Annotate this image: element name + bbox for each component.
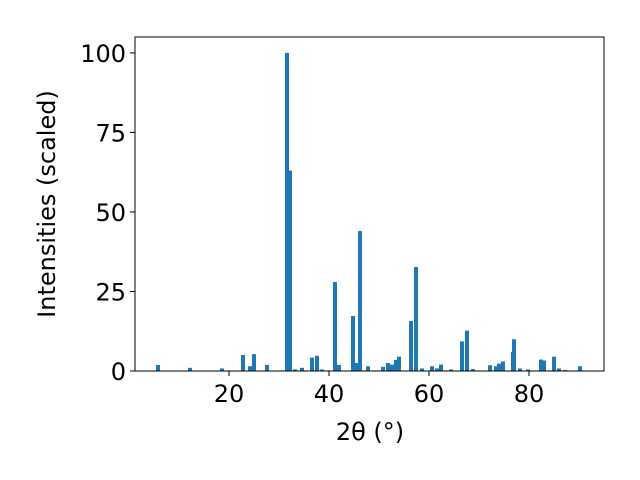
bar	[414, 266, 418, 371]
y-tick-label: 25	[95, 278, 126, 306]
bar	[241, 355, 245, 371]
bar	[358, 231, 362, 371]
bar	[366, 366, 370, 371]
bar	[288, 170, 292, 371]
bar	[397, 356, 401, 371]
x-tick-label: 40	[314, 380, 345, 408]
bar	[435, 368, 439, 371]
bar	[471, 369, 475, 371]
bar	[460, 341, 464, 371]
bar	[248, 366, 252, 371]
bar	[315, 355, 319, 371]
bar	[539, 359, 543, 371]
bar	[552, 356, 556, 371]
bar	[488, 365, 492, 371]
bar	[320, 369, 324, 371]
bar	[293, 369, 297, 371]
bar	[449, 369, 453, 371]
bar	[355, 363, 359, 371]
y-tick-label: 75	[95, 119, 126, 147]
bar	[497, 363, 501, 371]
bar	[265, 364, 269, 371]
bar	[512, 339, 516, 371]
bar	[439, 364, 443, 371]
bar	[252, 354, 256, 371]
y-tick-label: 50	[95, 199, 126, 227]
bar	[300, 367, 304, 371]
bar	[518, 368, 522, 371]
bar	[333, 281, 337, 371]
bar	[526, 369, 530, 371]
bar	[430, 366, 434, 371]
bar	[310, 357, 314, 371]
bar	[420, 368, 424, 371]
y-tick-label: 100	[80, 40, 126, 68]
plot-frame	[134, 36, 605, 372]
bar	[542, 360, 546, 371]
bar	[188, 367, 192, 371]
bar	[578, 366, 582, 371]
y-axis-label: Intensities (scaled)	[33, 90, 61, 318]
y-tick-label: 0	[111, 358, 126, 386]
bar	[557, 368, 561, 371]
bar	[394, 359, 398, 371]
bar	[337, 364, 341, 371]
bar	[351, 315, 355, 371]
x-axis-label: 2θ (°)	[336, 418, 404, 446]
bar	[285, 52, 289, 372]
x-tick-label: 60	[414, 380, 445, 408]
bar	[390, 364, 394, 371]
bar	[501, 361, 505, 371]
bar	[409, 321, 413, 371]
bar	[220, 368, 224, 371]
x-tick-label: 20	[214, 380, 245, 408]
x-tick-label: 80	[514, 380, 545, 408]
bar	[494, 366, 498, 371]
bar	[386, 363, 390, 371]
bar	[465, 330, 469, 371]
bar	[156, 364, 160, 371]
bar	[381, 366, 385, 371]
